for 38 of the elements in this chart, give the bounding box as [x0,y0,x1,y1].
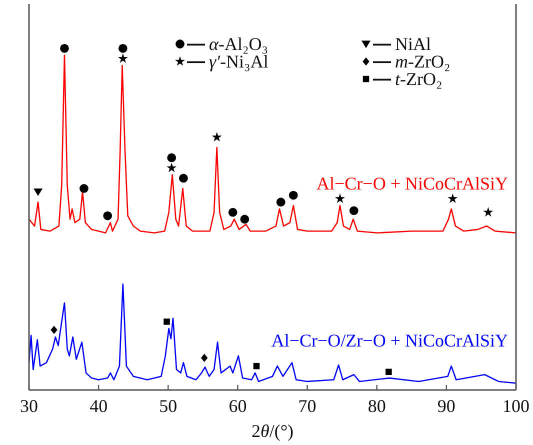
x-axis-title: 2θ/(°) [251,421,294,441]
x-tick-label: 70 [298,396,316,416]
point [118,53,128,63]
point [200,354,208,362]
point [80,184,88,193]
x-tick-label: 90 [437,396,456,416]
point [228,208,238,217]
legend-label: α-Al₂O₃ [209,34,268,54]
x-tick-label: 40 [90,396,108,416]
point [349,206,358,216]
point [179,174,188,183]
point [60,44,69,53]
x-tick-label: 100 [502,396,530,416]
x-tick-label: 30 [20,396,38,416]
point [103,211,112,220]
point [288,190,298,200]
point [240,214,250,224]
legend-label: NiAl [395,34,432,54]
point [483,207,494,217]
point [167,153,176,162]
series-label: Al−Cr−O + NiCoCrAlSiY [316,174,508,194]
series-label: Al−Cr−O/Zr−O + NiCoCrAlSiY [271,330,508,351]
legend-label: t-ZrO₂ [395,69,442,89]
point [34,188,43,196]
point [253,362,260,370]
point [166,162,177,172]
point [386,368,392,376]
x-tick-label: 60 [228,396,247,416]
point [50,326,58,334]
point [448,193,458,203]
x-tick-label: 80 [368,396,386,416]
point [164,318,170,325]
x-tick-label: 50 [159,396,178,416]
point [212,132,222,142]
point [118,44,128,53]
legend-label: m-ZrO₂ [395,52,450,72]
point [276,198,286,207]
point [334,193,345,203]
